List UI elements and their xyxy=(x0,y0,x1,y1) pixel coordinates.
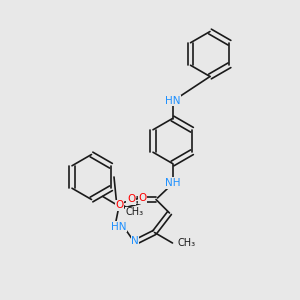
Text: N: N xyxy=(131,236,139,247)
Text: HN: HN xyxy=(111,221,126,232)
Text: CH₃: CH₃ xyxy=(178,238,196,248)
Text: CH₃: CH₃ xyxy=(125,207,143,217)
Text: O: O xyxy=(115,200,123,211)
Text: HN: HN xyxy=(165,95,180,106)
Text: NH: NH xyxy=(165,178,180,188)
Text: O: O xyxy=(138,193,147,203)
Text: O: O xyxy=(127,194,135,205)
